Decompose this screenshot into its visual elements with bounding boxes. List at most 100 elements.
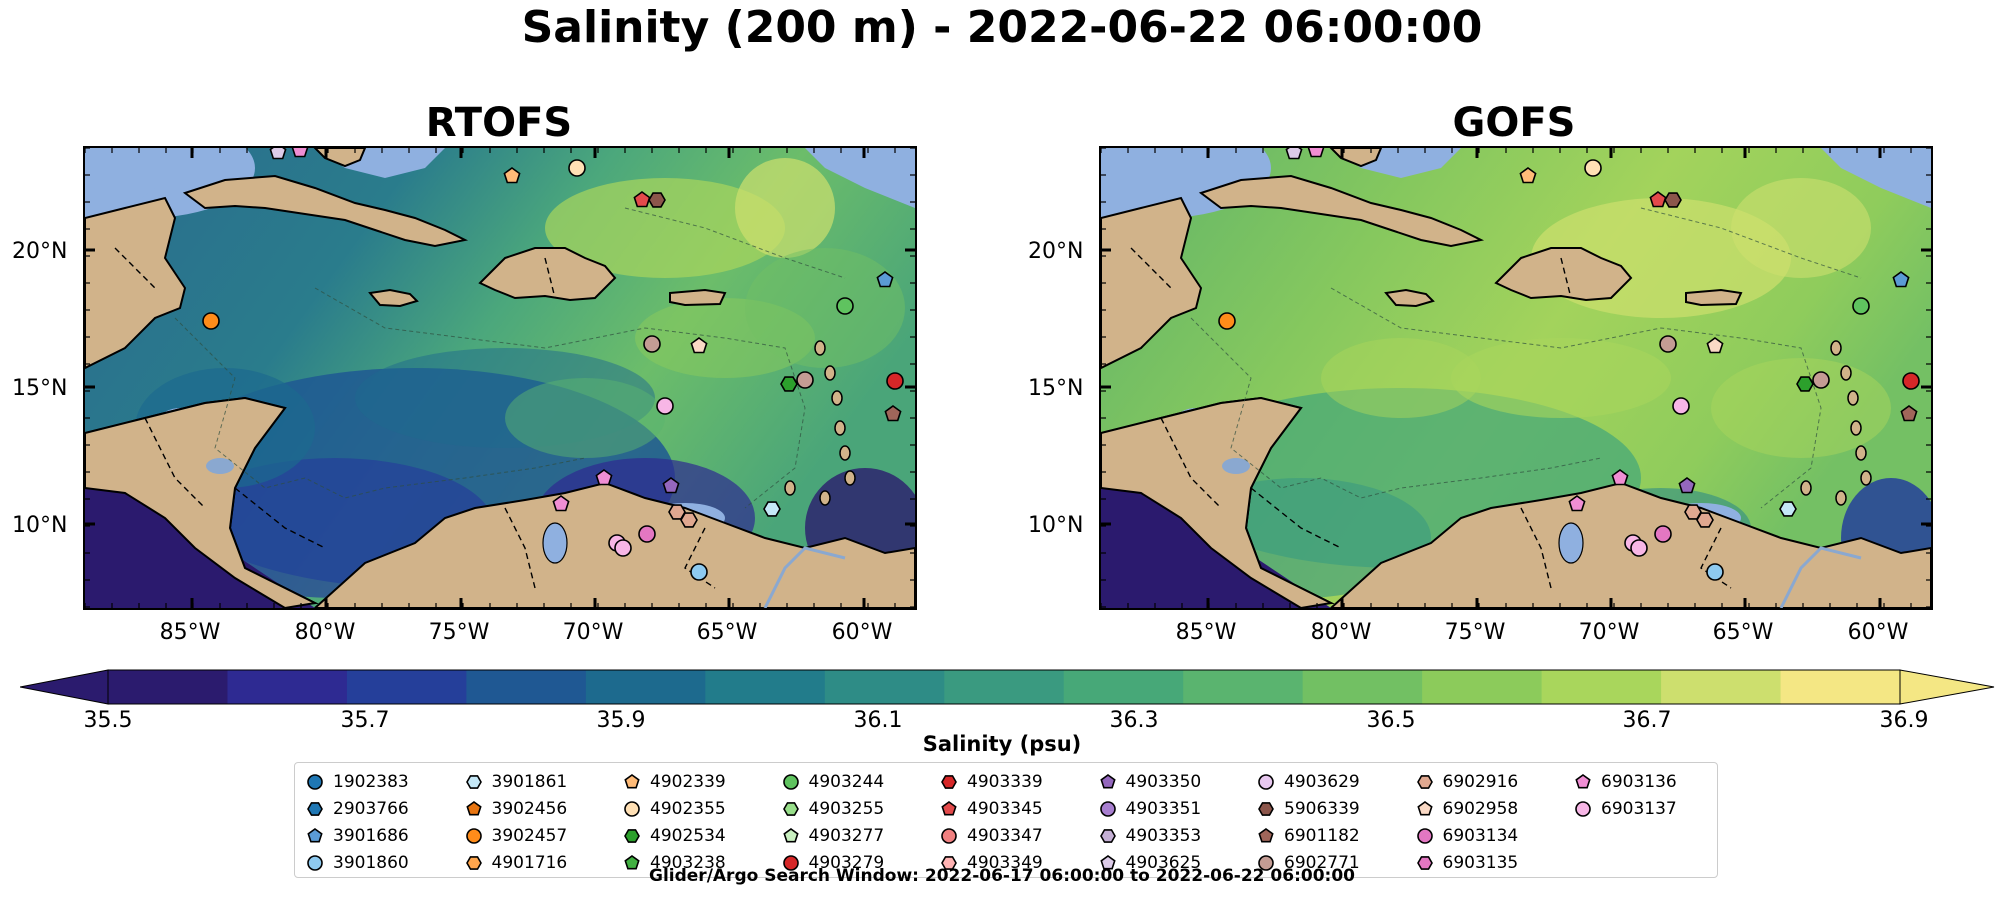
legend-marker — [1416, 828, 1433, 844]
float-marker-4903279 — [1902, 372, 1920, 390]
float-marker-3902457 — [1218, 312, 1236, 330]
colorbar-label: Salinity (psu) — [922, 732, 1082, 756]
float-marker-6902958 — [1706, 337, 1724, 354]
legend-marker — [782, 802, 799, 816]
legend-marker — [624, 774, 640, 789]
legend-entry: 4901716 — [464, 850, 567, 876]
float-marker-3901860 — [1706, 563, 1724, 581]
legend-marker-circle — [1099, 801, 1116, 817]
lat-label-20n: 20°N — [1028, 239, 1084, 264]
legend-entry: 4903339 — [939, 769, 1043, 795]
legend-label: 4902339 — [650, 772, 726, 792]
legend-marker — [1416, 856, 1433, 870]
legend-marker — [1099, 829, 1116, 843]
float-marker-5906339 — [648, 192, 666, 208]
float-marker-6903137 — [614, 539, 632, 557]
legend-marker — [1099, 855, 1116, 870]
legend-marker-pentagon — [1099, 855, 1116, 870]
gofs-panel-title: GOFS — [1452, 100, 1576, 146]
legend-marker-pentagon — [782, 828, 799, 843]
legend-marker — [782, 855, 799, 871]
lon-label-75w: 75°W — [428, 620, 490, 645]
legend-label: 4903244 — [808, 772, 885, 792]
legend-marker-pentagon — [1099, 774, 1116, 789]
float-marker-3902457 — [202, 312, 220, 330]
float-marker-6903136 — [552, 495, 570, 512]
float-marker-5906339 — [1664, 192, 1682, 208]
legend-marker — [1416, 801, 1433, 816]
float-marker-4902355 — [568, 159, 586, 177]
legend-entry: 4903347 — [939, 823, 1043, 849]
colorbar-tick: 36.3 — [1109, 708, 1159, 733]
float-marker-4903279 — [886, 372, 904, 390]
legend-marker-hexagon — [1258, 802, 1274, 816]
float-marker-4902355 — [1584, 159, 1602, 177]
float-marker-4903350 — [662, 477, 680, 494]
lon-label-70w: 70°W — [1578, 620, 1640, 645]
legend-entry: 6902771 — [1256, 850, 1360, 876]
legend-entry: 6902916 — [1415, 769, 1518, 795]
legend-entry: 3902456 — [464, 796, 567, 822]
float-marker-6903137 — [1630, 539, 1648, 557]
legend-label: 4902355 — [650, 799, 726, 819]
colorbar-segment — [585, 670, 706, 704]
legend-label: 3901860 — [333, 853, 409, 873]
legend-entry: 3901861 — [464, 769, 568, 795]
legend-label: 4903279 — [808, 853, 885, 873]
rtofs-salinity-map — [83, 146, 917, 610]
legend-label: 6903134 — [1442, 826, 1519, 846]
lat-label-15n: 15°N — [12, 376, 68, 401]
legend-marker — [465, 801, 482, 816]
legend-marker — [465, 828, 482, 844]
float-marker-6903136 — [1307, 148, 1325, 158]
colorbar-segment — [944, 670, 1065, 704]
colorbar-tick: 36.9 — [1879, 708, 1929, 733]
float-marker-6903134 — [638, 525, 656, 543]
colorbar-segment — [1661, 670, 1782, 704]
legend-label: 6903135 — [1442, 853, 1519, 873]
colorbar-under-arrow — [20, 669, 109, 705]
float-marker-6903137 — [656, 397, 674, 415]
legend-marker — [624, 801, 640, 817]
legend-marker — [1099, 774, 1116, 789]
legend-marker-circle — [307, 855, 323, 871]
legend-label: 4903339 — [967, 772, 1043, 792]
colorbar-segment — [705, 670, 826, 704]
legend-marker-pentagon — [1575, 774, 1591, 789]
float-marker-4902534 — [1796, 376, 1814, 392]
legend-label: 4903345 — [967, 799, 1043, 819]
lon-label-80w: 80°W — [1310, 620, 1372, 645]
legend-label: 3901861 — [491, 772, 568, 792]
legend-entry: 4903349 — [939, 850, 1043, 876]
gofs-salinity-map — [1099, 146, 1933, 610]
legend-marker — [1258, 828, 1274, 843]
legend-marker-pentagon — [941, 801, 957, 816]
legend-entry: 4903238 — [622, 850, 726, 876]
legend-marker-circle — [1575, 801, 1591, 817]
legend-marker — [1575, 774, 1591, 789]
float-marker-4903345 — [633, 191, 651, 208]
float-marker-3901686 — [876, 271, 894, 288]
legend-marker-hexagon — [307, 802, 323, 816]
legend-label: 4903277 — [808, 826, 885, 846]
legend-marker-hexagon — [941, 775, 957, 789]
colorbar-segment — [1541, 670, 1662, 704]
legend-marker-circle — [1258, 855, 1274, 871]
float-marker-4902339 — [503, 167, 521, 184]
lon-label-60w: 60°W — [1847, 620, 1909, 645]
colorbar-tick: 35.9 — [596, 708, 646, 733]
legend-marker-hexagon — [1416, 775, 1433, 789]
lat-label-15n: 15°N — [1028, 376, 1084, 401]
lon-label-60w: 60°W — [831, 620, 893, 645]
legend-entry: 4903277 — [781, 823, 885, 849]
legend-entry: 3902457 — [464, 823, 567, 849]
lon-label-75w: 75°W — [1444, 620, 1506, 645]
colorbar-segment — [346, 670, 467, 704]
legend-marker-hexagon — [1099, 829, 1116, 843]
colorbar-over-arrow — [1899, 669, 1995, 705]
float-marker-4902534 — [780, 376, 798, 392]
legend-marker — [624, 829, 640, 843]
legend-entry: 3901686 — [305, 823, 409, 849]
legend-label: 4903629 — [1284, 772, 1360, 792]
legend-entry: 6903135 — [1415, 850, 1519, 876]
